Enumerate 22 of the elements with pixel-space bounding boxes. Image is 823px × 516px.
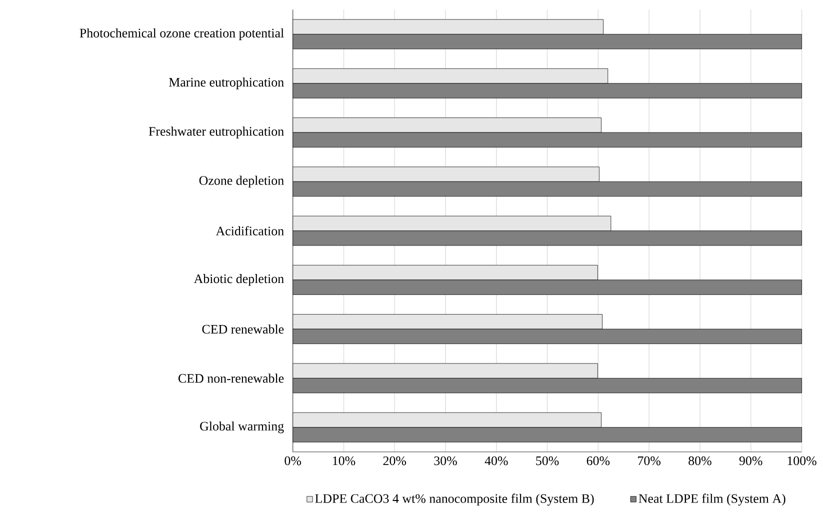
x-tick-label: 100%: [788, 456, 816, 466]
y-tick-label: Freshwater eutrophication: [148, 126, 284, 138]
x-tick-label: 0%: [284, 456, 302, 466]
x-tick-label: 80%: [688, 456, 712, 466]
x-tick-label: 50%: [536, 456, 559, 466]
y-tick-label: CED non-renewable: [178, 374, 284, 383]
x-tick-label: 90%: [739, 456, 762, 466]
x-tick-label: 70%: [638, 456, 660, 466]
y-tick-label: CED renewable: [202, 324, 284, 334]
x-tick-label: 60%: [586, 456, 610, 466]
x-tick-label: 40%: [484, 456, 508, 466]
y-tick-label: Acidification: [216, 226, 284, 236]
y-tick-label: Marine eutrophication: [169, 78, 284, 90]
legend-label: LDPE CaCO3 4 wt% nanocomposite film (System B): [315, 494, 594, 506]
y-tick-label: Global warming: [200, 421, 284, 434]
legend-label: Neat LDPE film (System A): [638, 494, 786, 506]
x-tick-label: 10%: [333, 456, 356, 466]
x-tick-label: 20%: [383, 456, 406, 466]
y-tick-label: Abiotic depletion: [194, 274, 284, 286]
x-tick-label: 30%: [434, 456, 457, 466]
y-tick-label: Photochemical ozone creation potential: [80, 28, 284, 40]
y-tick-label: Ozone depletion: [199, 176, 284, 188]
